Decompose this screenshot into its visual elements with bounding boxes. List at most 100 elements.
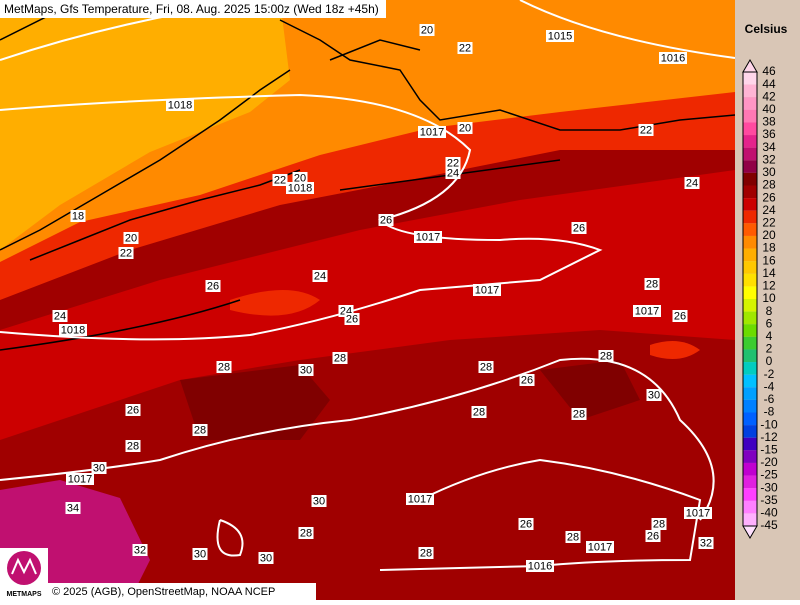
title: MetMaps, Gfs Temperature, Fri, 08. Aug. …	[4, 2, 379, 16]
contour-label: 1017	[686, 507, 710, 519]
colorbar-step	[743, 488, 757, 501]
contour-label: 28	[653, 518, 665, 530]
contour-label: 26	[127, 404, 139, 416]
logo-circle	[7, 551, 41, 585]
colorbar-step	[743, 400, 757, 413]
colorbar-step	[743, 72, 757, 85]
colorbar-step	[743, 110, 757, 123]
contour-label: 24	[54, 310, 66, 322]
contour-label: 34	[67, 502, 79, 514]
colorbar-step	[743, 173, 757, 186]
logo: METMAPS	[0, 548, 48, 600]
copyright: © 2025 (AGB), OpenStreetMap, NOAA NCEP	[52, 586, 275, 598]
colorbar-step	[743, 286, 757, 299]
colorbar-step	[743, 198, 757, 211]
contour-label: 1017	[420, 126, 444, 138]
colorbar-step	[743, 211, 757, 224]
contour-label: 1018	[288, 182, 312, 194]
contour-label: 1015	[548, 30, 572, 42]
colorbar-step	[743, 438, 757, 451]
colorbar-step	[743, 513, 757, 526]
colorbar-label: -45	[760, 518, 778, 532]
contour-label: 26	[674, 310, 686, 322]
contour-label: 32	[700, 537, 712, 549]
contour-label: 24	[686, 177, 698, 189]
colorbar-step	[743, 387, 757, 400]
contour-label: 30	[648, 389, 660, 401]
contour-label: 1017	[408, 493, 432, 505]
contour-label: 28	[420, 547, 432, 559]
contour-label: 28	[646, 278, 658, 290]
colorbar-step	[743, 223, 757, 236]
colorbar-step	[743, 148, 757, 161]
map-area: 20 22 1015 1016 1018 1017 20 22 22 24 22 20 1018 18 26…	[0, 0, 735, 600]
colorbar-step	[743, 425, 757, 438]
contour-label: 1017	[68, 473, 92, 485]
contour-label: 30	[300, 364, 312, 376]
contour-label: 32	[134, 544, 146, 556]
contour-label: 26	[346, 313, 358, 325]
contour-label: 1017	[416, 231, 440, 243]
colorbar-step	[743, 476, 757, 489]
contour-label: 26	[647, 530, 659, 542]
contour-label: 20	[125, 232, 137, 244]
contour-label: 28	[218, 361, 230, 373]
contour-label: 28	[473, 406, 485, 418]
colorbar-step	[743, 299, 757, 312]
colorbar-step	[743, 349, 757, 362]
contour-label: 20	[459, 122, 471, 134]
contour-label: 24	[447, 167, 459, 179]
contour-label: 1018	[168, 99, 192, 111]
contour-label: 22	[640, 124, 652, 136]
contour-label: 28	[127, 440, 139, 452]
contour-label: 1017	[475, 284, 499, 296]
colorbar-step	[743, 85, 757, 98]
contour-label: 28	[300, 527, 312, 539]
contour-label: 30	[260, 552, 272, 564]
colorbar-step	[743, 160, 757, 173]
contour-label: 28	[194, 424, 206, 436]
contour-label: 28	[573, 408, 585, 420]
contour-label: 20	[421, 24, 433, 36]
legend-unit: Celsius	[745, 22, 788, 36]
contour-label: 1017	[588, 541, 612, 553]
colorbar-step	[743, 186, 757, 199]
contour-label: 28	[480, 361, 492, 373]
contour-label: 26	[520, 518, 532, 530]
colorbar-step	[743, 122, 757, 135]
contour-label: 28	[567, 531, 579, 543]
contour-label: 1016	[528, 560, 552, 572]
contour-label: 1018	[61, 324, 85, 336]
colorbar-step	[743, 312, 757, 325]
contour-label: 26	[207, 280, 219, 292]
contour-label: 30	[313, 495, 325, 507]
colorbar-step	[743, 375, 757, 388]
logo-text: METMAPS	[7, 591, 42, 598]
colorbar-step	[743, 324, 757, 337]
colorbar-step	[743, 463, 757, 476]
contour-label: 26	[380, 214, 392, 226]
colorbar-step	[743, 135, 757, 148]
contour-label: 26	[521, 374, 533, 386]
contour-label: 28	[600, 350, 612, 362]
colorbar-step	[743, 236, 757, 249]
contour-label: 28	[334, 352, 346, 364]
contour-label: 22	[120, 247, 132, 259]
contour-label: 24	[314, 270, 326, 282]
contour-label: 22	[274, 174, 286, 186]
colorbar-step	[743, 362, 757, 375]
colorbar-step	[743, 450, 757, 463]
contour-label: 1017	[635, 305, 659, 317]
contour-label: 30	[93, 462, 105, 474]
colorbar-step	[743, 501, 757, 514]
colorbar-step	[743, 274, 757, 287]
contour-label: 1016	[661, 52, 685, 64]
contour-label: 30	[194, 548, 206, 560]
colorbar-step	[743, 413, 757, 426]
colorbar-step	[743, 337, 757, 350]
colorbar-step	[743, 249, 757, 262]
contour-label: 18	[72, 210, 84, 222]
colorbar-step	[743, 97, 757, 110]
contour-label: 22	[459, 42, 471, 54]
